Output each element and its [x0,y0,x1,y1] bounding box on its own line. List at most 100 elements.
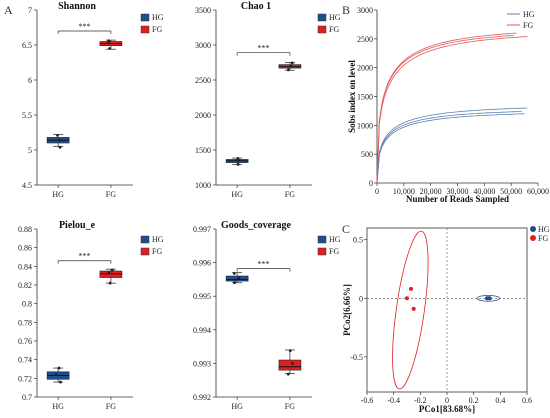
x-tick-label: -0.6 [361,396,374,405]
x-tick-label: FG [106,402,116,411]
x-tick-label: HG [231,190,243,199]
y-tick-label: 2500 [357,35,373,44]
legend-marker-fg [530,235,536,241]
legend-label-fg: FG [329,25,339,34]
data-point [290,65,293,68]
confidence-ellipse-fg [385,229,435,391]
legend-swatch-hg [318,14,326,21]
legend-label-fg: FG [329,247,339,256]
panel-title: Pielou_e [59,220,96,231]
legend-label-hg: HG [329,13,341,22]
x-axis-title: Number of Reads Sampled [406,194,509,204]
x-tick-label: FG [106,190,116,199]
y-tick-label: 0.994 [193,326,211,335]
y-tick-label: 2000 [195,111,211,120]
y-tick-label: 0.82 [18,281,32,290]
legend-label-fg: FG [152,25,162,34]
rarefaction-curve-fg [377,37,527,184]
y-tick-label: 2500 [195,76,211,85]
y-tick-label: 0.84 [18,262,32,271]
rarefaction-curve-hg [377,108,527,183]
data-point [291,362,294,365]
legend-label-fg: FG [538,234,548,243]
data-point [58,367,61,370]
x-tick-label: HG [52,402,64,411]
pcoa-point-fg [412,307,416,311]
legend-label-hg: HG [538,225,550,234]
panel-label-a: A [4,3,13,17]
data-point [59,146,62,149]
y-tick-label: 0.997 [193,225,211,234]
y-tick-label: 0 [359,294,363,303]
x-tick-label: 0.4 [495,396,505,405]
y-tick-label: 0.7 [22,393,32,402]
y-tick-label: 500 [361,150,373,159]
panel-title: Goods_coverage [221,220,292,231]
significance-label: *** [258,260,270,269]
data-point [287,373,290,376]
legend-label-fg: FG [523,21,533,30]
y-tick-label: 0.86 [18,244,32,253]
x-tick-label: HG [231,402,243,411]
legend-label-fg: FG [152,247,162,256]
data-point [59,381,62,384]
legend-label-hg: HG [329,235,341,244]
y-tick-label: 0.76 [18,337,32,346]
panel-label-b: B [342,3,350,17]
legend-swatch-fg [318,248,326,255]
data-point [237,163,240,166]
pcoa-point-fg [405,296,409,300]
legend-label-hg: HG [152,13,164,22]
legend-swatch-fg [141,26,149,33]
data-point [54,373,57,376]
x-axis-title: PCo1[83.68%] [419,404,475,414]
y-tick-label: 0.72 [18,374,32,383]
legend-marker-hg [530,226,536,232]
legend-label-hg: HG [152,235,164,244]
legend-swatch-fg [141,248,149,255]
significance-label: *** [258,44,270,53]
x-tick-label: FG [285,402,295,411]
y-tick-label: 3500 [195,6,211,15]
boxplot-panel-3: Pielou_e 0.7 0.72 0.74 0.76 0.78 0.8 0.82 0.84 0.… [18,220,164,411]
legend-label-hg: HG [523,10,535,19]
data-point [237,157,240,160]
legend-swatch-hg [141,14,149,21]
panel-label-c: C [342,222,350,236]
legend-swatch-fg [318,26,326,33]
data-point [238,276,241,279]
box-hg [226,276,248,281]
boxplot-panel-2: Chao 1 1000 1500 2000 2500 3000 3500 HG FG *** HG F… [195,1,341,199]
pcoa-point-fg [409,287,413,291]
pcoa-panel: -0.6 -0.4 -0.2 0 0.2 0.4 0.6-0.500.5HGFGPCo1[8… [342,225,550,414]
y-tick-label: 0.8 [22,300,32,309]
legend-swatch-hg [318,236,326,243]
data-point [109,282,112,285]
legend-swatch-hg [141,236,149,243]
y-axis-title: Sobs index on level [347,60,357,133]
x-tick-label: 0 [375,187,379,196]
y-tick-label: 0.78 [18,318,32,327]
box-fg [100,271,122,278]
y-tick-label: 1000 [195,181,211,190]
data-point [287,68,290,71]
data-point [291,61,294,64]
y-tick-label: 5 [28,146,32,155]
y-tick-label: 0.74 [18,356,32,365]
data-point [108,271,111,274]
data-point [56,134,59,137]
box-fg [279,360,301,370]
panel-title: Shannon [58,1,96,12]
y-tick-label: 7 [28,6,32,15]
boxplot-panel-4: Goods_coverage 0.992 0.993 0.994 0.995 0.996 0… [193,220,341,411]
data-point [289,349,292,352]
y-axis-title: PCo2[6.66%] [342,284,352,336]
x-tick-label: 60,000 [527,187,549,196]
significance-label: *** [79,22,91,31]
rarefaction-curve-hg [377,112,522,184]
y-tick-label: 1500 [195,146,211,155]
y-tick-label: 1500 [357,93,373,102]
panel-title: Chao 1 [241,1,271,12]
y-tick-label: 0.992 [193,393,211,402]
